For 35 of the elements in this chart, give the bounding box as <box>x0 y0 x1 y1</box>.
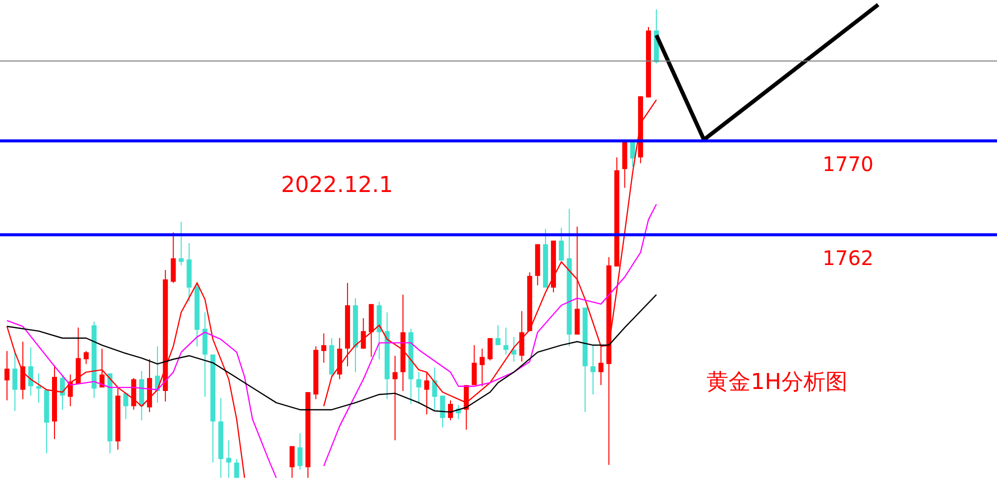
candlestick <box>488 338 493 361</box>
candlestick <box>511 336 516 362</box>
candlestick <box>84 350 89 364</box>
candlestick <box>290 446 295 478</box>
candlestick <box>321 332 326 364</box>
candlestick <box>598 344 604 386</box>
annotation: 2022.12.1 <box>281 173 393 198</box>
candlestick <box>440 395 446 428</box>
candlestick <box>472 344 477 386</box>
candlestick <box>100 348 105 388</box>
candlestick <box>170 232 176 284</box>
candlestick <box>28 347 34 396</box>
candlestick <box>448 400 453 421</box>
candlestick <box>519 310 524 362</box>
candlestick <box>558 227 564 262</box>
candlestick <box>12 352 18 412</box>
candlestick <box>432 366 438 410</box>
candlestick <box>226 440 232 478</box>
candlestick <box>503 327 508 356</box>
candlestick <box>416 372 422 404</box>
candlestick <box>630 142 636 168</box>
candlestick <box>392 355 398 441</box>
candlestick <box>496 324 501 346</box>
candlestick <box>178 221 184 266</box>
candlestick <box>480 348 485 387</box>
candlestick <box>298 432 303 470</box>
candlestick <box>4 350 10 401</box>
candlestick <box>123 392 128 420</box>
candlestick <box>590 344 596 395</box>
candlestick <box>20 341 26 400</box>
ref-line-label: 1770 <box>822 152 874 176</box>
candlestick <box>234 458 240 478</box>
candlestick <box>360 318 366 350</box>
annotation: 黄金1H分析图 <box>706 370 848 395</box>
ref-line-label: 1762 <box>822 246 874 270</box>
